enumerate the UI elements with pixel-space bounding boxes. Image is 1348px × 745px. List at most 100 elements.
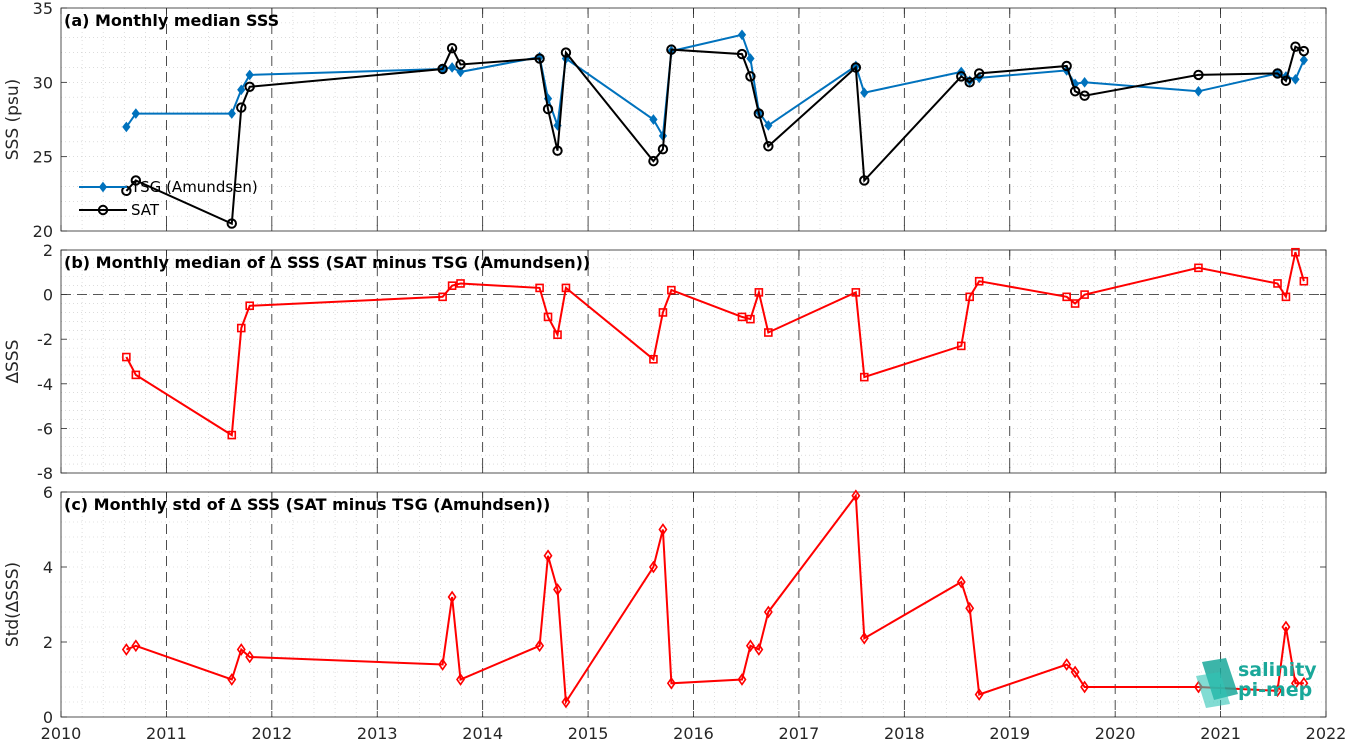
data-point xyxy=(1193,69,1204,81)
data-point xyxy=(737,673,747,686)
data-point xyxy=(746,314,755,324)
logo-text-line1: salinity xyxy=(1238,659,1317,681)
x-tick-label: 2020 xyxy=(1095,724,1136,743)
y-tick-label: 2 xyxy=(43,241,53,260)
data-point xyxy=(763,605,773,619)
y-tick-label: -6 xyxy=(37,419,53,438)
data-point xyxy=(245,69,254,81)
data-point xyxy=(1290,676,1300,690)
x-tick-label: 2016 xyxy=(673,724,714,743)
data-point xyxy=(850,62,862,73)
data-point xyxy=(437,63,448,75)
data-point xyxy=(658,308,668,317)
data-point xyxy=(553,583,562,596)
data-point xyxy=(859,372,869,382)
data-point xyxy=(1280,75,1292,87)
data-point xyxy=(764,120,773,131)
data-point xyxy=(657,144,669,155)
data-point xyxy=(737,29,747,41)
y-tick-label: 35 xyxy=(33,0,53,18)
data-point xyxy=(666,44,677,55)
data-point xyxy=(1281,620,1291,634)
y-tick-label: 30 xyxy=(33,73,53,92)
data-point xyxy=(1070,665,1080,679)
data-point xyxy=(1080,77,1089,88)
data-point xyxy=(859,175,870,186)
y-tick-label: 0 xyxy=(43,708,53,727)
series-line xyxy=(126,493,1304,706)
legend-marker xyxy=(98,181,108,193)
y-tick-label: -8 xyxy=(37,464,53,483)
data-point xyxy=(649,354,658,364)
data-point xyxy=(1273,279,1282,288)
panel-3: 0 2 4 6 2010 2011 2012 2013 2014 2015 2016 2017 2018… xyxy=(3,483,1346,743)
data-point xyxy=(227,673,237,686)
data-point xyxy=(447,62,457,73)
x-tick-label: 2018 xyxy=(884,724,925,743)
data-point xyxy=(754,643,764,656)
series-tsg-amundsen- xyxy=(122,29,1308,142)
x-tick-label: 2013 xyxy=(357,724,398,743)
data-point xyxy=(973,68,985,79)
series-series-1 xyxy=(122,247,1309,440)
data-point xyxy=(245,650,255,664)
legend-label: TSG (Amundsen) xyxy=(130,178,258,196)
logo-text-line2: pi-mep xyxy=(1238,679,1312,701)
data-point xyxy=(648,560,658,574)
data-point xyxy=(1070,299,1080,308)
salinity-pimep-logo: salinity pi-mep xyxy=(1196,658,1317,708)
x-tick-label: 2015 xyxy=(568,724,609,743)
data-point xyxy=(1194,85,1203,97)
data-point xyxy=(1080,680,1090,694)
data-point xyxy=(236,102,247,113)
data-point xyxy=(1080,290,1089,299)
data-point xyxy=(456,673,466,686)
series-line xyxy=(125,251,1305,437)
data-point xyxy=(438,292,447,302)
data-point xyxy=(648,155,659,167)
data-point xyxy=(745,71,756,82)
data-point xyxy=(851,288,861,297)
y-tick-label: -2 xyxy=(37,330,53,349)
data-point xyxy=(534,53,545,64)
data-point xyxy=(1299,276,1309,286)
data-point xyxy=(667,285,676,295)
data-point xyxy=(1299,676,1309,690)
data-point xyxy=(1061,60,1072,72)
data-point xyxy=(1281,292,1291,302)
data-point xyxy=(543,549,553,563)
y-tick-label: 0 xyxy=(43,286,53,305)
y-tick-label: 6 xyxy=(43,483,53,502)
data-point xyxy=(121,643,131,656)
data-point xyxy=(237,84,246,96)
data-point xyxy=(658,523,668,536)
data-point xyxy=(1079,90,1090,101)
data-point xyxy=(956,575,966,589)
data-point xyxy=(131,108,140,119)
data-point xyxy=(764,328,773,337)
data-point xyxy=(956,71,967,82)
panel-title: (c) Monthly std of ∆ SSS (SAT minus TSG … xyxy=(64,495,550,514)
data-point xyxy=(456,66,465,78)
data-point xyxy=(130,175,142,186)
data-point xyxy=(447,590,457,604)
panel-2: -8 -6 -4 -2 0 2 ∆SSS (b) Monthly median of ∆ SS… xyxy=(3,241,1327,483)
data-point xyxy=(763,141,774,152)
x-tick-label: 2014 xyxy=(462,724,503,743)
data-point xyxy=(227,108,236,119)
data-point xyxy=(455,59,466,70)
data-point xyxy=(535,639,545,653)
data-point xyxy=(860,87,869,99)
series-sat xyxy=(121,41,1310,229)
data-point xyxy=(964,77,975,88)
y-tick-label: 25 xyxy=(33,148,53,167)
y-axis-label: ∆SSS xyxy=(3,340,23,385)
data-point xyxy=(745,639,755,653)
data-point xyxy=(131,639,141,653)
data-point xyxy=(535,283,544,293)
data-point xyxy=(561,695,571,709)
data-point xyxy=(1062,292,1071,302)
panel-title: (a) Monthly median SSS xyxy=(64,11,279,30)
data-point xyxy=(974,688,984,701)
series-line xyxy=(125,33,1305,140)
